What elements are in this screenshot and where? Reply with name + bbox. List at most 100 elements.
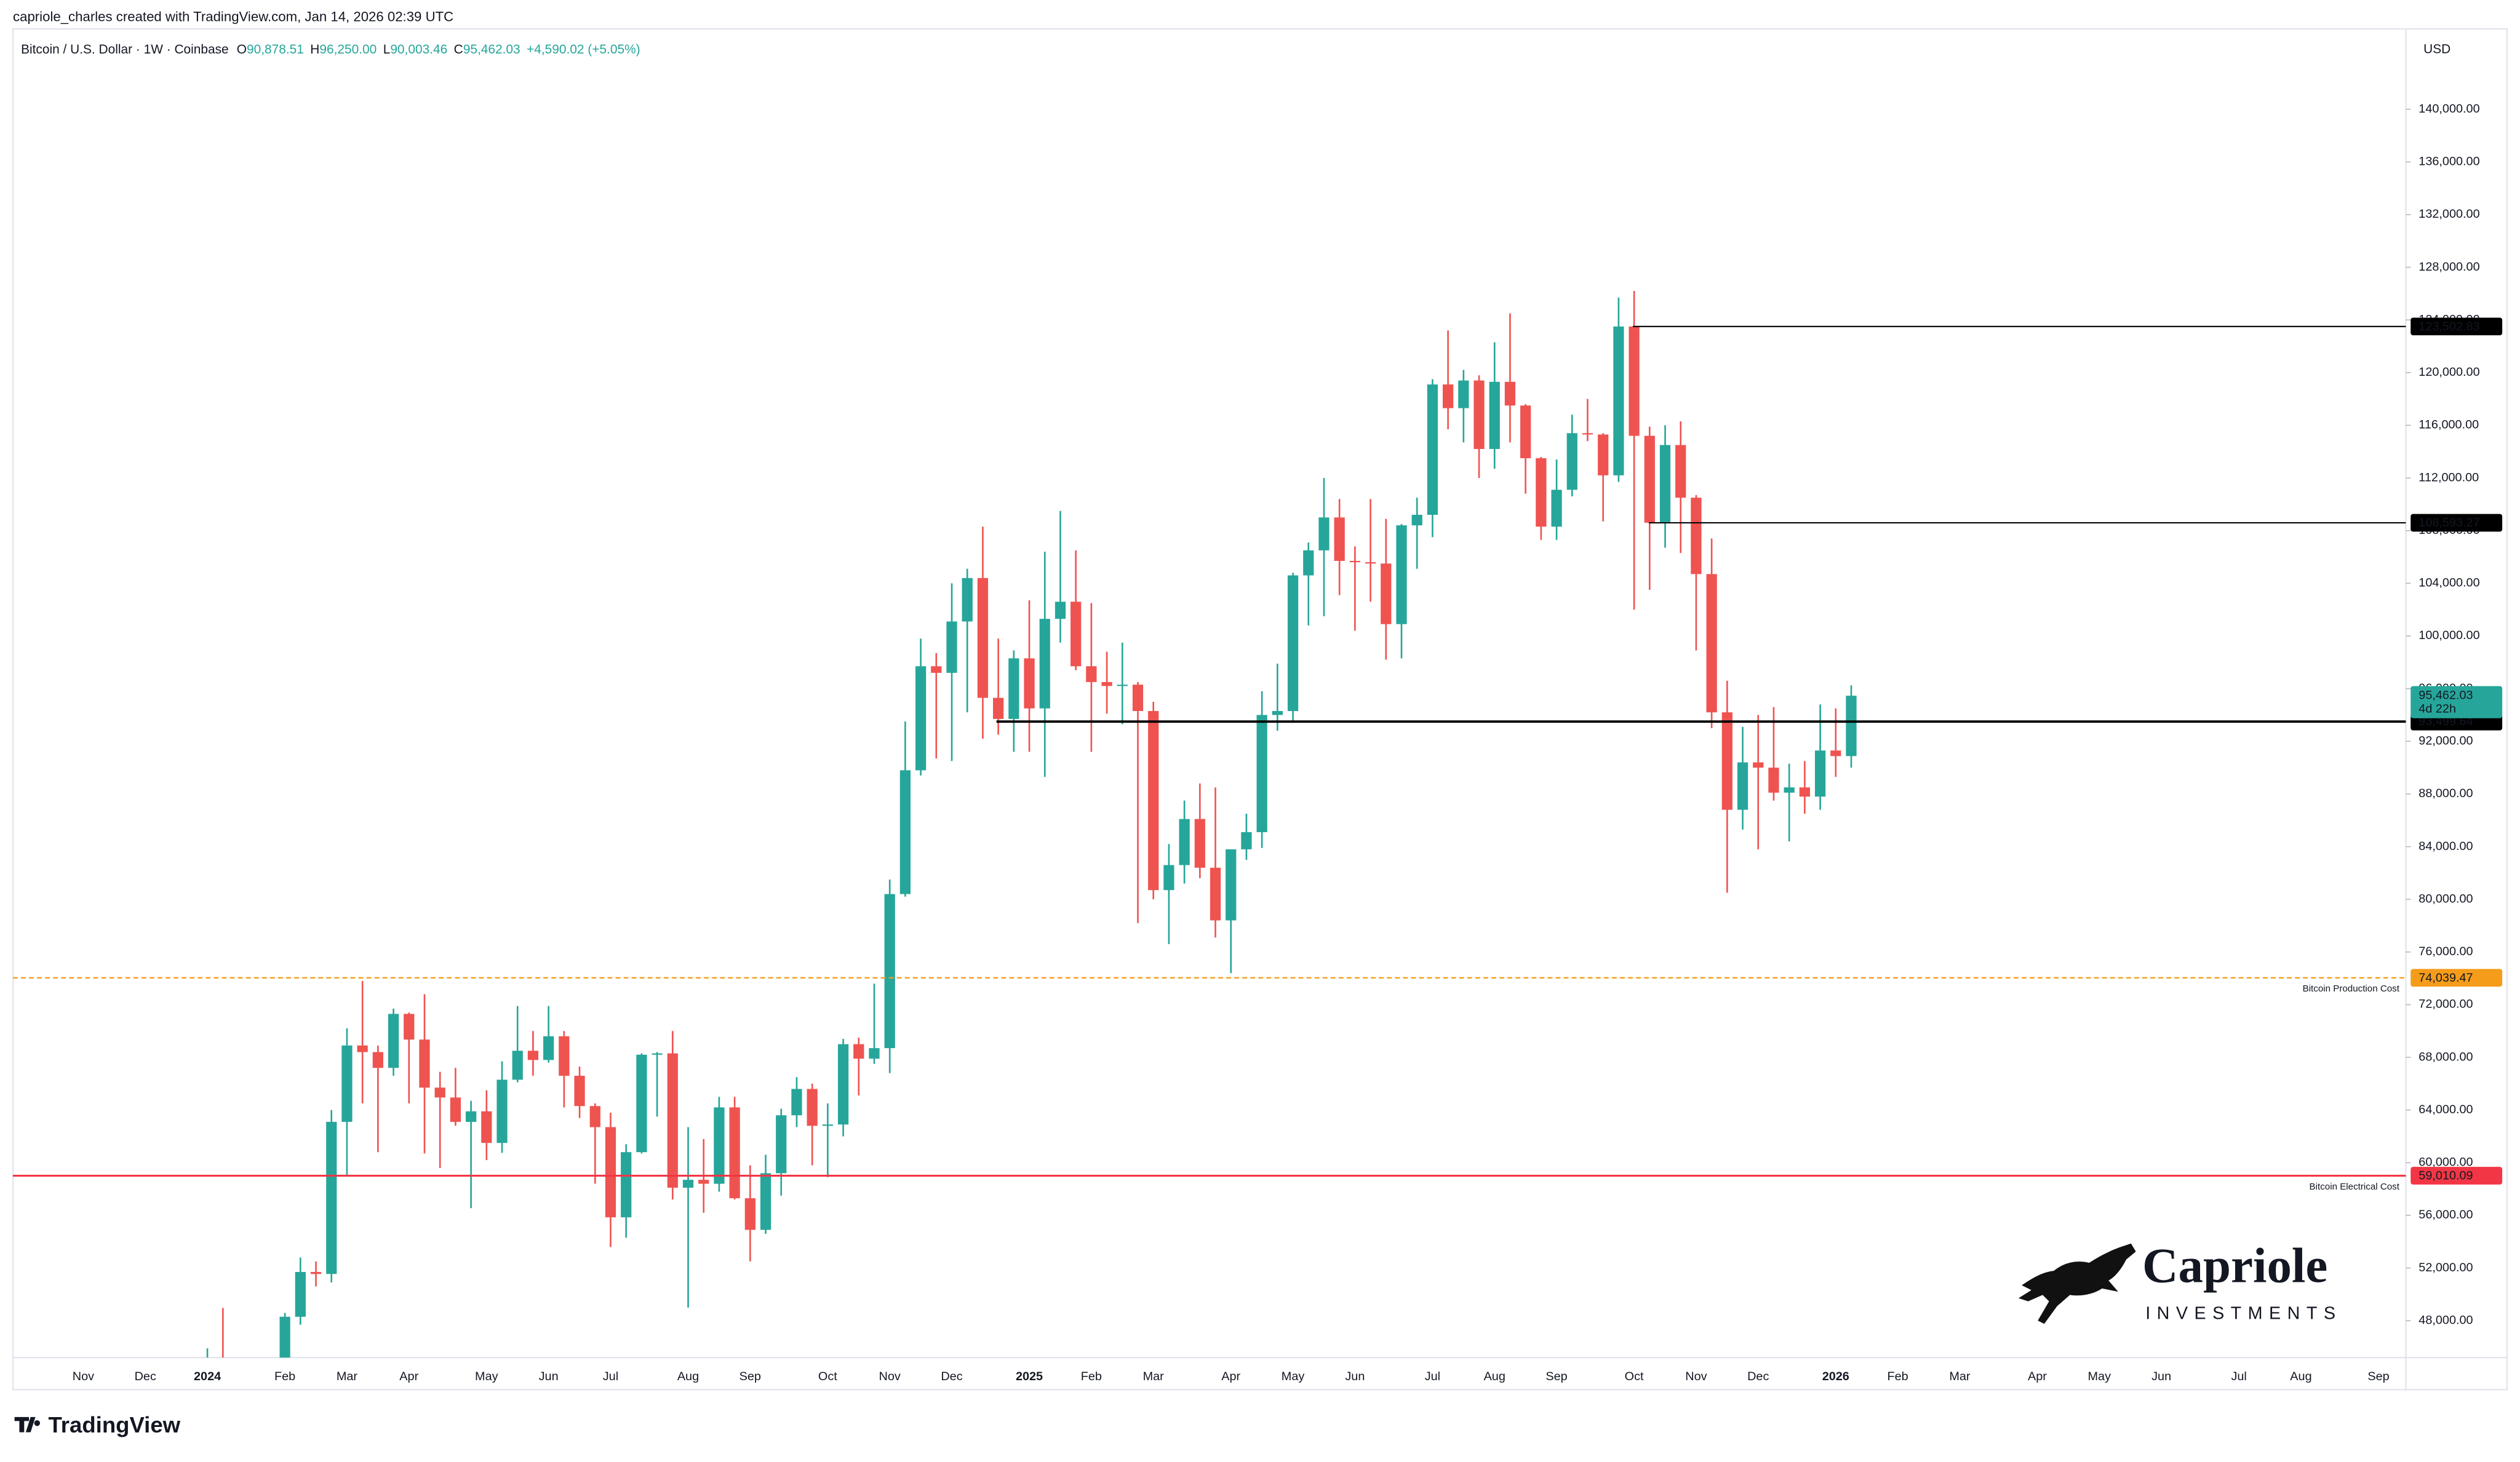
- candle-body: [574, 1076, 585, 1106]
- y-tick-label: 136,000.00: [2418, 155, 2479, 169]
- y-tick-label: 132,000.00: [2418, 207, 2479, 221]
- candle-body: [1365, 562, 1376, 564]
- candle-body: [1226, 849, 1237, 921]
- x-tick-label: Jun: [2151, 1370, 2171, 1383]
- candle-body: [295, 1272, 306, 1317]
- candle-body: [962, 578, 973, 622]
- candle-body: [1318, 517, 1330, 550]
- candle-body: [1598, 434, 1609, 475]
- last-price-countdown: 4d 22h: [2418, 702, 2456, 716]
- candle-body: [1691, 498, 1702, 574]
- candle-body: [776, 1115, 787, 1174]
- candle-body: [1489, 381, 1500, 449]
- candle-body: [388, 1014, 399, 1068]
- candle-body: [1008, 658, 1019, 719]
- x-tick-label: Dec: [135, 1370, 156, 1383]
- candle-body: [1737, 762, 1748, 810]
- legend-change: +4,590.02 (+5.05%): [527, 42, 640, 56]
- candle-body: [279, 1316, 290, 1358]
- candle-body: [1024, 658, 1035, 709]
- y-tick-label: 128,000.00: [2418, 260, 2479, 274]
- level-label-box: [2410, 969, 2503, 987]
- x-tick-label: Jul: [1425, 1370, 1440, 1383]
- candle-body: [1179, 819, 1190, 865]
- candle-body: [1411, 515, 1422, 526]
- y-tick-label: 48,000.00: [2418, 1314, 2473, 1327]
- x-tick-label: Sep: [2367, 1370, 2389, 1383]
- currency: USD: [2423, 42, 2450, 56]
- candle-body: [884, 894, 895, 1049]
- candle-body: [512, 1051, 523, 1080]
- y-tick-label: 112,000.00: [2418, 471, 2479, 484]
- legend-key: L: [383, 42, 391, 56]
- candle-body: [559, 1036, 570, 1076]
- candle-body: [946, 621, 957, 673]
- legend-key: O: [237, 42, 247, 56]
- y-tick-label: 104,000.00: [2418, 576, 2479, 590]
- candle-body: [1520, 405, 1531, 458]
- candle-body: [326, 1121, 337, 1274]
- x-tick-label: Dec: [941, 1370, 962, 1383]
- legend-value: 95,462.03: [463, 42, 520, 56]
- x-tick-label: Nov: [879, 1370, 901, 1383]
- candle-body: [744, 1198, 756, 1230]
- level-label: 74,039.47: [2418, 971, 2473, 985]
- x-tick-label: Mar: [1143, 1370, 1165, 1383]
- candle-body: [1086, 666, 1097, 682]
- candle-body: [1504, 381, 1516, 406]
- logo-tagline: INVESTMENTS: [2145, 1303, 2342, 1323]
- candle-body: [419, 1039, 430, 1088]
- candle-body: [543, 1036, 554, 1060]
- candle-body: [977, 578, 989, 698]
- candle-body: [698, 1180, 709, 1184]
- candle-body: [1334, 517, 1345, 561]
- y-tick-label: 88,000.00: [2418, 787, 2473, 800]
- tv-icon: [14, 1416, 41, 1432]
- x-tick-label: Aug: [1484, 1370, 1505, 1383]
- x-tick-label: Feb: [1888, 1370, 1908, 1383]
- candle-body: [869, 1048, 880, 1059]
- y-tick-label: 52,000.00: [2418, 1261, 2473, 1274]
- x-tick-label: Oct: [818, 1370, 837, 1383]
- last-price-label: 95,462.03: [2418, 688, 2473, 702]
- level-label-box: [2410, 317, 2503, 336]
- x-tick-label: Apr: [399, 1370, 418, 1383]
- level-label: 108,593.27: [2418, 516, 2479, 530]
- y-tick-label: 60,000.00: [2418, 1156, 2473, 1169]
- candle-body: [1799, 787, 1810, 797]
- candle-body: [1442, 384, 1454, 408]
- candle-body: [1210, 867, 1221, 921]
- legend: Bitcoin / U.S. Dollar · 1W · Coinbase O90…: [21, 42, 640, 56]
- x-tick-label: May: [475, 1370, 498, 1383]
- x-tick-label: Dec: [1747, 1370, 1769, 1383]
- level-label-box: [2410, 514, 2503, 532]
- last-price-box: [2410, 686, 2503, 718]
- candle-body: [621, 1152, 632, 1218]
- candle-body: [527, 1051, 539, 1060]
- y-tick-label: 76,000.00: [2418, 945, 2473, 958]
- candle-body: [310, 1272, 322, 1274]
- x-tick-label: Mar: [337, 1370, 358, 1383]
- symbol: Bitcoin / U.S. Dollar · 1W · Coinbase: [21, 42, 229, 56]
- candle-body: [1458, 380, 1469, 408]
- candle-body: [1659, 445, 1671, 523]
- level-label: 123,502.83: [2418, 320, 2479, 333]
- candle-body: [791, 1089, 802, 1116]
- candle-body: [1582, 433, 1593, 435]
- candle-body: [1551, 490, 1562, 527]
- legend-key: H: [310, 42, 319, 56]
- candle-body: [729, 1107, 740, 1199]
- candle-body: [1101, 681, 1112, 686]
- candle-body: [1706, 574, 1717, 713]
- candle-body: [1132, 685, 1144, 712]
- candle-body: [636, 1054, 647, 1153]
- candle-body: [837, 1044, 849, 1125]
- x-tick-label: Sep: [740, 1370, 761, 1383]
- brand: TradingView: [48, 1412, 180, 1437]
- y-tick-label: 84,000.00: [2418, 840, 2473, 853]
- horse-logo: [2018, 1243, 2136, 1324]
- candle-body: [1287, 575, 1299, 712]
- x-tick-label: Nov: [1685, 1370, 1707, 1383]
- candle-body: [1814, 750, 1826, 797]
- candle-body: [1055, 602, 1066, 619]
